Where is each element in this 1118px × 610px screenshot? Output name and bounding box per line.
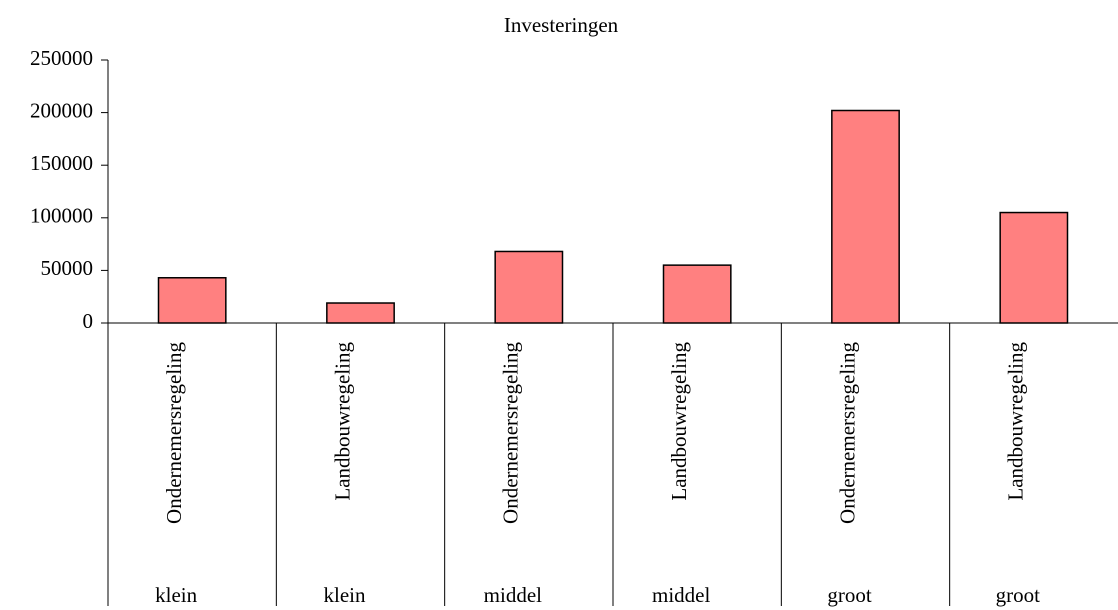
bar: [999, 211, 1069, 324]
x-tick-label: Landbouwregeling: [1004, 342, 1028, 501]
group-label: middel: [652, 583, 710, 607]
y-tick-label: 200000: [30, 98, 93, 122]
x-tick-label: Landbouwregeling: [667, 342, 691, 501]
y-tick-label: 0: [83, 309, 94, 333]
group-label: klein: [155, 583, 197, 607]
y-tick-label: 100000: [30, 204, 93, 228]
y-tick-label: 150000: [30, 151, 93, 175]
x-tick-label: Ondernemersregeling: [499, 342, 523, 524]
x-tick-label: Ondernemersregeling: [835, 342, 859, 524]
x-tick-label: Ondernemersregeling: [162, 342, 186, 524]
bar: [157, 277, 227, 324]
bar: [326, 302, 395, 324]
bar: [494, 250, 564, 324]
group-label: groot: [996, 583, 1040, 607]
chart-title: Investeringen: [504, 13, 619, 37]
y-tick-label: 250000: [30, 46, 93, 70]
bar: [831, 109, 900, 324]
x-tick-label: Landbouwregeling: [330, 342, 354, 501]
group-label: klein: [324, 583, 366, 607]
group-label: groot: [827, 583, 871, 607]
group-label: middel: [484, 583, 542, 607]
bar: [662, 264, 732, 324]
y-tick-label: 50000: [41, 256, 94, 280]
